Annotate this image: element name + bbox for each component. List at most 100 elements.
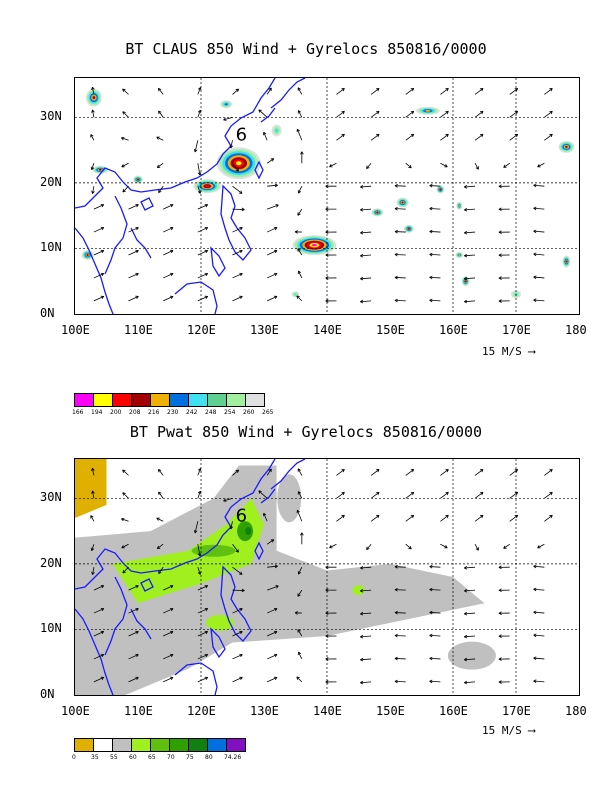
wind-arrowhead — [341, 491, 345, 496]
cloud-cluster — [92, 96, 96, 100]
wind-vector — [163, 631, 174, 637]
coastline — [140, 197, 154, 211]
cloud-cluster — [98, 168, 102, 171]
wind-vector — [544, 514, 553, 522]
wind-arrowhead — [156, 164, 161, 168]
wind-arrowhead — [273, 607, 278, 612]
pwat-region — [75, 459, 107, 518]
wind-vector — [266, 158, 275, 164]
wind-vector — [298, 651, 303, 660]
panel2-scale-label: 15 M/S — [482, 724, 522, 737]
lon-label: 100E — [61, 704, 90, 718]
storm-marker: 6 — [236, 124, 247, 145]
wind-vector — [197, 491, 201, 499]
wind-arrowhead — [297, 651, 302, 655]
wind-arrowhead — [514, 514, 519, 519]
wind-arrowhead — [325, 184, 329, 188]
colorbar-label: 254 — [224, 409, 236, 416]
lat-label: 30N — [40, 109, 62, 124]
wind-arrowhead — [204, 676, 209, 681]
wind-arrowhead — [549, 491, 553, 496]
wind-vector — [509, 514, 518, 522]
coastline — [220, 184, 252, 261]
wind-arrowhead — [444, 545, 448, 549]
wind-vector — [128, 585, 139, 591]
wind-arrowhead — [91, 86, 95, 91]
wind-arrowhead — [90, 166, 95, 170]
colorbar-swatch — [74, 738, 94, 752]
wind-arrowhead — [410, 87, 415, 92]
wind-vector — [360, 231, 372, 234]
coastline — [75, 459, 276, 590]
wind-arrowhead — [394, 252, 398, 257]
wind-arrowhead — [135, 676, 139, 681]
wind-arrowhead — [464, 588, 468, 593]
wind-arrowhead — [360, 185, 364, 189]
colorbar-swatch — [93, 393, 113, 407]
colorbar-label: 248 — [205, 409, 217, 416]
cloud-cluster — [311, 244, 317, 247]
wind-vector — [232, 566, 243, 575]
wind-vector — [440, 543, 448, 549]
wind-arrowhead — [204, 272, 209, 277]
wind-arrowhead — [445, 514, 449, 519]
wind-arrowhead — [360, 634, 364, 639]
colorbar-swatch — [112, 738, 132, 752]
wind-arrowhead — [514, 491, 519, 496]
wind-vector — [157, 543, 164, 549]
colorbar-label: 230 — [167, 409, 179, 416]
wind-vector — [370, 492, 380, 499]
wind-vector — [405, 88, 414, 95]
colorbar-swatch — [226, 738, 246, 752]
lat-label: 0N — [40, 687, 55, 701]
wind-arrowhead — [480, 133, 484, 138]
wind-arrowhead — [464, 185, 468, 189]
panel2-map: 6 — [74, 458, 580, 696]
wind-vector — [197, 296, 208, 302]
wind-arrowhead — [325, 588, 329, 592]
coastline — [130, 608, 152, 640]
wind-arrowhead — [90, 547, 95, 551]
wind-vector — [429, 612, 441, 614]
wind-arrowhead — [464, 299, 468, 304]
wind-vector — [336, 88, 345, 95]
wind-vector — [370, 514, 380, 522]
wind-arrowhead — [325, 299, 329, 303]
colorbar-swatch — [169, 738, 189, 752]
wind-arrowhead — [498, 184, 502, 189]
wind-arrowhead — [296, 128, 300, 133]
wind-arrowhead — [360, 588, 364, 593]
wind-arrowhead — [394, 633, 398, 638]
wind-arrowhead — [204, 630, 209, 635]
wind-vector — [158, 110, 164, 118]
lat-label: 20N — [40, 174, 62, 189]
wind-arrowhead — [296, 676, 300, 680]
wind-vector — [93, 273, 104, 279]
wind-arrowhead — [464, 680, 468, 685]
wind-arrowhead — [297, 110, 302, 114]
wind-arrowhead — [294, 230, 298, 234]
wind-vector — [544, 111, 553, 118]
wind-vector — [503, 543, 510, 549]
wind-arrowhead — [229, 145, 234, 149]
wind-vector — [266, 631, 278, 637]
wind-vector — [360, 208, 372, 211]
coastline — [210, 627, 226, 659]
wind-vector — [464, 589, 476, 592]
wind-vector — [232, 654, 243, 660]
wind-arrowhead — [429, 564, 433, 569]
wind-vector — [163, 227, 174, 233]
wind-arrowhead — [445, 133, 449, 138]
wind-vector — [163, 654, 174, 660]
wind-arrowhead — [445, 468, 449, 473]
wind-arrowhead — [273, 226, 278, 231]
wind-vector — [440, 514, 449, 522]
wind-arrowhead — [360, 207, 364, 212]
lon-label: 180 — [565, 323, 587, 337]
wind-arrowhead — [325, 230, 329, 234]
wind-vector — [297, 248, 303, 256]
wind-arrowhead — [325, 565, 329, 569]
wind-vector — [296, 128, 303, 141]
wind-arrowhead — [429, 229, 433, 234]
wind-arrowhead — [480, 110, 484, 115]
